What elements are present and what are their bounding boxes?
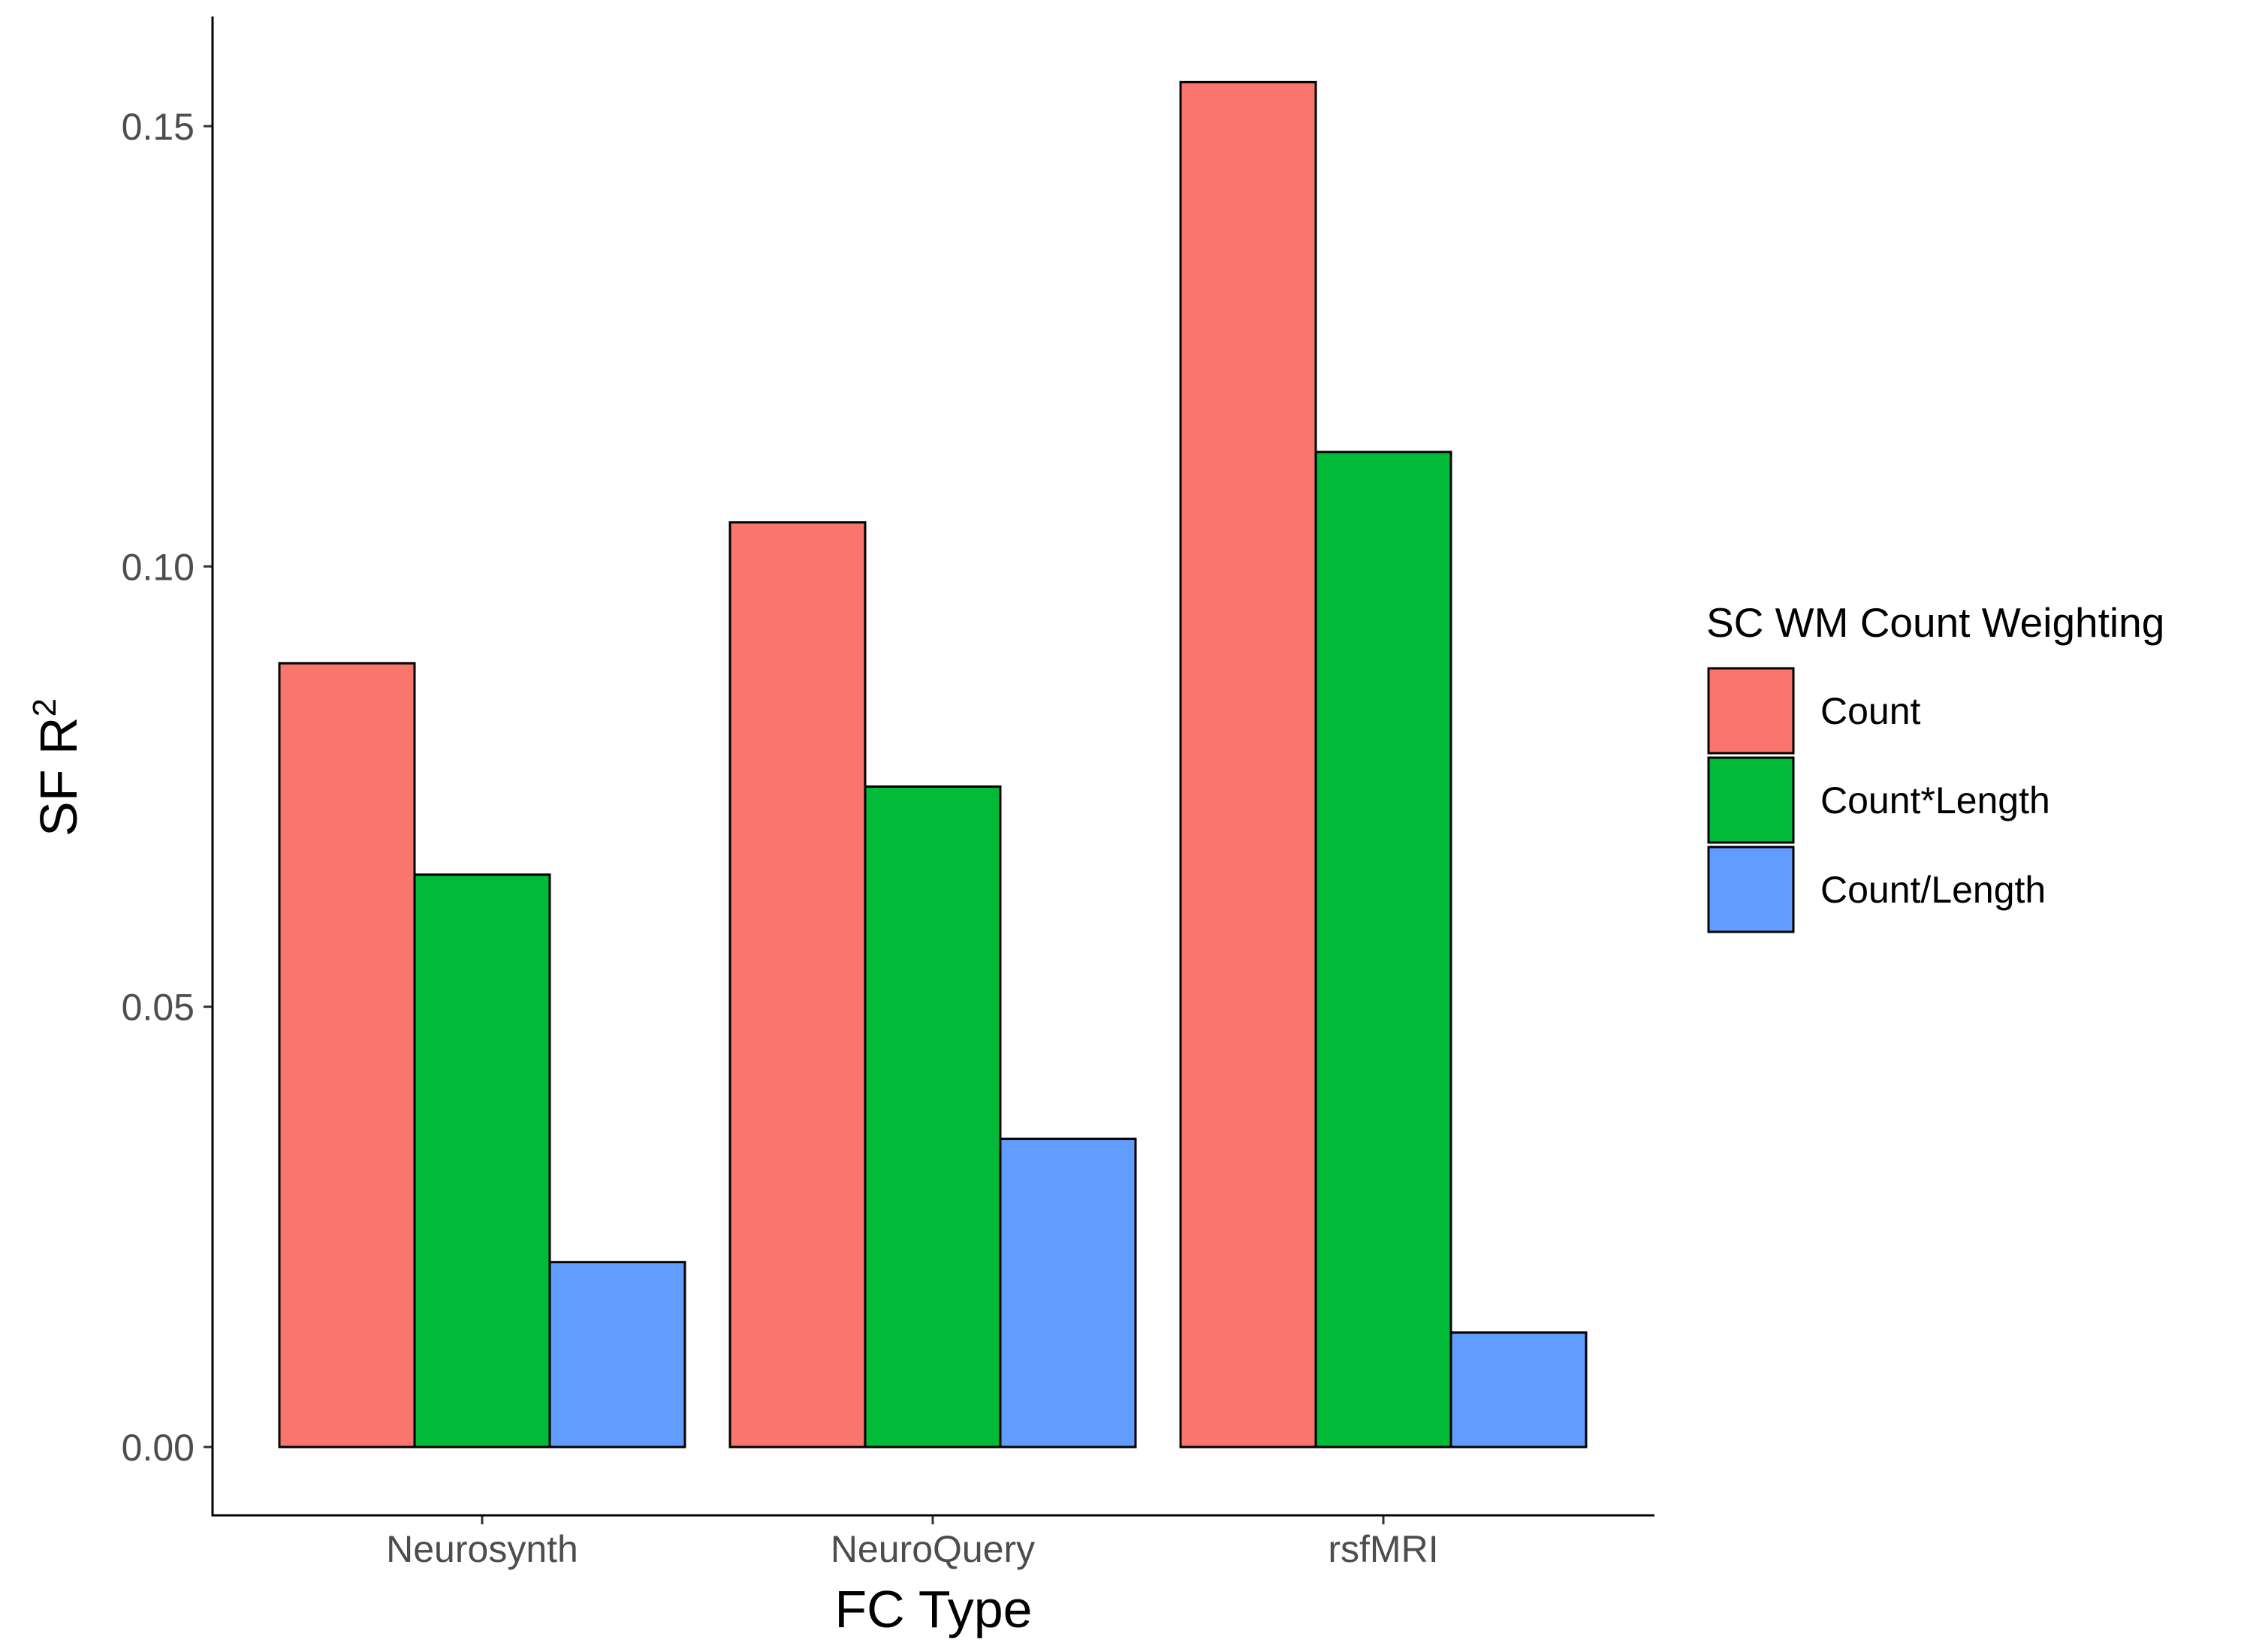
y-tick-label: 0.05 xyxy=(122,987,195,1029)
x-tick-label: Neurosynth xyxy=(386,1528,578,1570)
bar-neurosynth-count xyxy=(278,662,416,1449)
legend-title: SC WM Count Weighting xyxy=(1706,599,2164,646)
bar-neuroquery-count-length xyxy=(864,785,1002,1449)
bar-rsfmri-count-length xyxy=(1449,1331,1588,1449)
x-ticks-group: Neurosynth NeuroQuery rsfMRI xyxy=(386,1515,1439,1570)
bar-neuroquery-count xyxy=(728,521,867,1449)
legend-key-count-length xyxy=(1707,756,1795,844)
x-tick-label: NeuroQuery xyxy=(831,1528,1035,1570)
bars-group xyxy=(278,80,1588,1449)
bar-neurosynth-count-length xyxy=(548,1261,686,1449)
y-axis-title: SF R2 xyxy=(26,698,88,837)
bar-rsfmri-count-length xyxy=(1314,451,1452,1449)
y-tick-label: 0.10 xyxy=(122,546,195,588)
legend: SC WM Count Weighting Count Count*Length C… xyxy=(1706,599,2164,933)
y-tick-label: 0.00 xyxy=(122,1427,195,1469)
legend-key-count-length xyxy=(1707,846,1795,933)
bar-neurosynth-count-length xyxy=(413,873,551,1449)
y-tick-label: 0.15 xyxy=(122,106,195,148)
legend-label: Count*Length xyxy=(1820,779,2050,821)
x-axis-title: FC Type xyxy=(834,1580,1032,1638)
legend-label: Count/Length xyxy=(1820,869,2046,911)
x-tick-label: rsfMRI xyxy=(1328,1528,1438,1570)
legend-key-count xyxy=(1707,667,1795,755)
bar-rsfmri-count xyxy=(1179,80,1317,1449)
y-ticks-group: 0.00 0.05 0.10 0.15 xyxy=(122,106,213,1469)
legend-label: Count xyxy=(1820,690,1921,732)
bar-neuroquery-count-length xyxy=(999,1138,1137,1449)
